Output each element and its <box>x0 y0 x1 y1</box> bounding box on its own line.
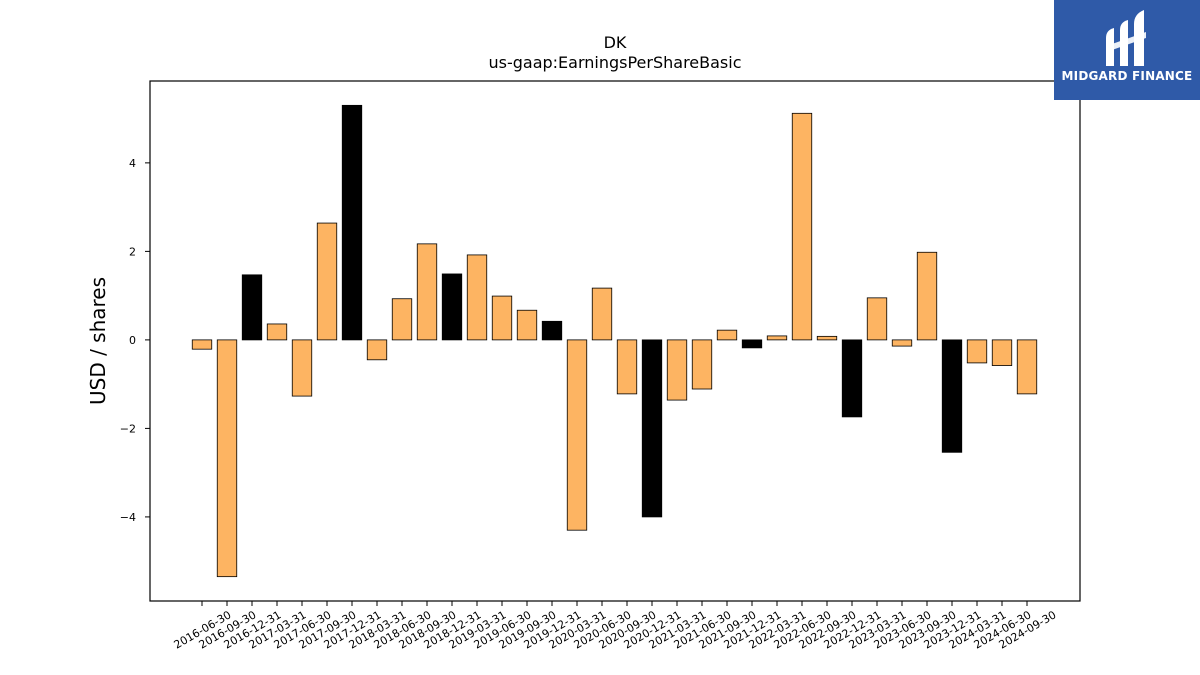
y-tick-label: 4 <box>129 157 136 170</box>
bar-2023-06-30 <box>891 339 913 347</box>
bar-2021-03-31 <box>666 339 688 401</box>
chart-subtitle: us-gaap:EarningsPerShareBasic <box>488 53 741 72</box>
bar-2019-12-31 <box>541 320 563 341</box>
bar-2024-09-30 <box>1016 339 1038 395</box>
bar-2021-09-30 <box>716 329 738 341</box>
y-tick-label: 2 <box>129 245 136 258</box>
bar-2023-12-31 <box>941 339 963 453</box>
x-ticks-group: 2016-06-302016-09-302016-12-312017-03-31… <box>172 601 1059 652</box>
bar-2017-06-30 <box>291 339 313 397</box>
bar-2016-12-31 <box>241 274 263 341</box>
logo-mark-icon <box>1106 10 1146 66</box>
bar-2024-06-30 <box>991 339 1013 366</box>
bar-2021-06-30 <box>691 339 713 390</box>
bar-2018-03-31 <box>366 339 388 361</box>
y-tick-label: −4 <box>120 511 136 524</box>
bar-2023-03-31 <box>866 297 888 341</box>
bar-2017-03-31 <box>266 323 288 341</box>
bar-2019-06-30 <box>491 295 513 341</box>
bar-2016-06-30 <box>191 339 213 350</box>
y-ticks-group: −4 −2 0 2 4 <box>120 157 150 524</box>
bar-2018-09-30 <box>416 243 438 341</box>
y-tick-label: 0 <box>129 334 136 347</box>
bar-2020-06-30 <box>591 287 613 341</box>
bar-2022-06-30 <box>791 112 813 341</box>
bar-2021-12-31 <box>741 339 763 349</box>
y-axis-label: USD / shares <box>86 277 110 405</box>
bar-2018-12-31 <box>441 273 463 341</box>
y-tick-label: −2 <box>120 422 136 435</box>
brand-logo: MIDGARD FINANCE <box>1054 0 1200 100</box>
bars-group <box>191 104 1038 578</box>
logo-text: MIDGARD FINANCE <box>1061 69 1193 83</box>
chart-title: DK <box>604 33 627 52</box>
bar-2023-09-30 <box>916 251 938 341</box>
bar-2017-12-31 <box>341 104 363 341</box>
bar-2016-09-30 <box>216 339 238 578</box>
bar-2017-09-30 <box>316 222 338 341</box>
plot-frame <box>149 80 1081 602</box>
bar-2018-06-30 <box>391 298 413 341</box>
bar-2022-03-31 <box>766 335 788 341</box>
bar-2020-03-31 <box>566 339 588 531</box>
bar-2024-03-31 <box>966 339 988 364</box>
bar-2019-03-31 <box>466 254 488 341</box>
bar-2022-09-30 <box>816 335 838 341</box>
bar-2020-09-30 <box>616 339 638 395</box>
bar-2022-12-31 <box>841 339 863 418</box>
bar-2020-12-31 <box>641 339 663 518</box>
bar-2019-09-30 <box>516 309 538 341</box>
